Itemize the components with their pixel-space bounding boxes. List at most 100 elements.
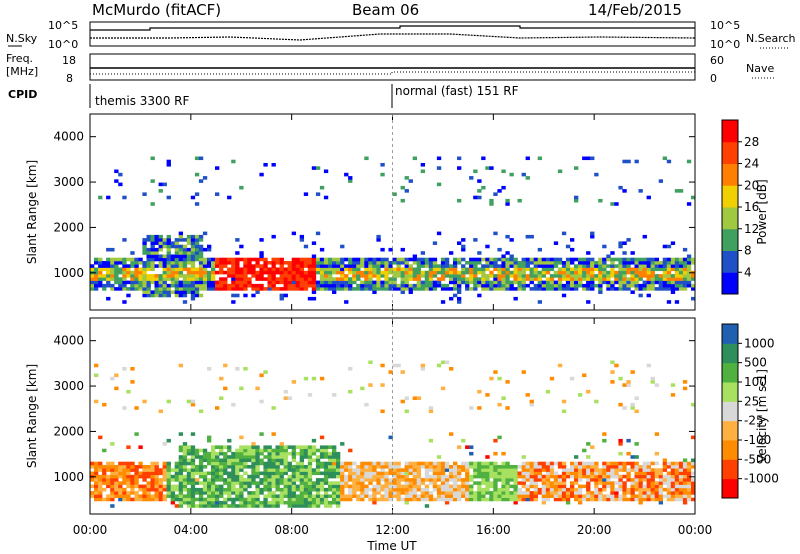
heatmap-cell	[372, 270, 377, 275]
heatmap-cell	[142, 465, 147, 469]
heatmap-cell	[662, 264, 668, 268]
heatmap-cell	[162, 484, 167, 489]
heatmap-cell	[198, 261, 204, 265]
heatmap-cell	[634, 270, 639, 275]
heatmap-cell	[166, 438, 171, 443]
heatmap-cell	[231, 451, 236, 456]
heatmap-cell	[271, 234, 276, 239]
heatmap-cell	[570, 287, 575, 291]
colorbar-tick-label: 16	[744, 200, 759, 214]
heatmap-cell	[650, 484, 655, 489]
heatmap-cell	[154, 461, 159, 466]
heatmap-cell	[473, 471, 478, 476]
heatmap-cell	[465, 487, 470, 492]
heatmap-cell	[122, 491, 127, 495]
heatmap-cell	[182, 468, 188, 472]
heatmap-cell	[400, 287, 405, 291]
heatmap-cell	[440, 300, 446, 304]
heatmap-cell	[186, 277, 192, 281]
heatmap-cell	[126, 474, 131, 479]
heatmap-cell	[521, 264, 526, 268]
heatmap-cell	[525, 494, 530, 498]
heatmap-cell	[376, 238, 381, 242]
heatmap-cell	[223, 491, 228, 495]
heatmap-cell	[271, 474, 276, 479]
heatmap-cell	[190, 468, 196, 472]
heatmap-cell	[259, 471, 264, 476]
heatmap-cell	[98, 267, 103, 272]
heatmap-cell	[497, 402, 502, 407]
heatmap-cell	[662, 156, 668, 161]
heatmap-cell	[202, 465, 208, 469]
heatmap-cell	[303, 448, 309, 453]
heatmap-cell	[170, 241, 176, 245]
heatmap-cell	[323, 264, 329, 268]
heatmap-cell	[202, 247, 208, 252]
heatmap-cell	[190, 478, 196, 482]
heatmap-cell	[594, 468, 599, 472]
freq-tick-top: 18	[62, 54, 76, 67]
heatmap-cell	[408, 494, 413, 498]
heatmap-cell	[315, 478, 321, 482]
heatmap-cell	[332, 471, 337, 476]
heatmap-cell	[493, 267, 498, 272]
heatmap-cell	[295, 500, 301, 505]
heatmap-cell	[622, 497, 627, 502]
heatmap-cell	[215, 192, 220, 196]
heatmap-cell	[372, 257, 377, 262]
heatmap-cell	[440, 257, 446, 262]
heatmap-cell	[505, 465, 510, 469]
heatmap-cell	[574, 481, 579, 485]
heatmap-cell	[247, 277, 252, 281]
heatmap-cell	[428, 406, 434, 410]
heatmap-cell	[154, 468, 159, 472]
heatmap-cell	[340, 270, 345, 275]
heatmap-cell	[287, 465, 292, 469]
heatmap-cell	[485, 491, 490, 495]
heatmap-cell	[658, 471, 664, 476]
heatmap-cell	[501, 270, 506, 275]
heatmap-cell	[90, 471, 95, 476]
heatmap-cell	[436, 468, 442, 472]
heatmap-cell	[590, 277, 595, 281]
heatmap-cell	[513, 481, 518, 485]
heatmap-cell	[646, 274, 651, 278]
heatmap-cell	[271, 406, 276, 410]
heatmap-cell	[94, 363, 99, 368]
heatmap-cell	[380, 270, 385, 275]
heatmap-cell	[505, 484, 510, 489]
heatmap-cell	[666, 494, 672, 498]
heatmap-cell	[283, 487, 288, 492]
heatmap-cell	[646, 270, 651, 275]
heatmap-cell	[114, 277, 119, 281]
heatmap-cell	[606, 287, 611, 291]
heatmap-cell	[384, 494, 389, 498]
heatmap-cell	[162, 283, 167, 288]
heatmap-cell	[352, 287, 357, 291]
heatmap-cell	[586, 261, 591, 265]
heatmap-cell	[166, 478, 171, 482]
heatmap-cell	[602, 280, 607, 285]
heatmap-cell	[436, 478, 442, 482]
heatmap-cell	[352, 257, 357, 262]
heatmap-cell	[606, 471, 611, 476]
heatmap-cell	[211, 264, 216, 268]
heatmap-cell	[271, 471, 276, 476]
heatmap-cell	[525, 393, 530, 397]
heatmap-cell	[384, 471, 389, 476]
heatmap-cell	[545, 267, 551, 272]
heatmap-cell	[315, 287, 321, 291]
heatmap-cell	[267, 500, 272, 505]
heatmap-cell	[283, 481, 288, 485]
heatmap-cell	[352, 471, 357, 476]
heatmap-cell	[291, 484, 297, 489]
heatmap-cell	[582, 497, 587, 502]
heatmap-cell	[380, 257, 385, 262]
heatmap-cell	[303, 504, 309, 508]
heatmap-cell	[481, 487, 486, 492]
heatmap-cell	[598, 481, 603, 485]
heatmap-cell	[497, 189, 502, 193]
heatmap-cell	[525, 261, 530, 265]
heatmap-cell	[521, 471, 526, 476]
heatmap-cell	[630, 491, 635, 495]
